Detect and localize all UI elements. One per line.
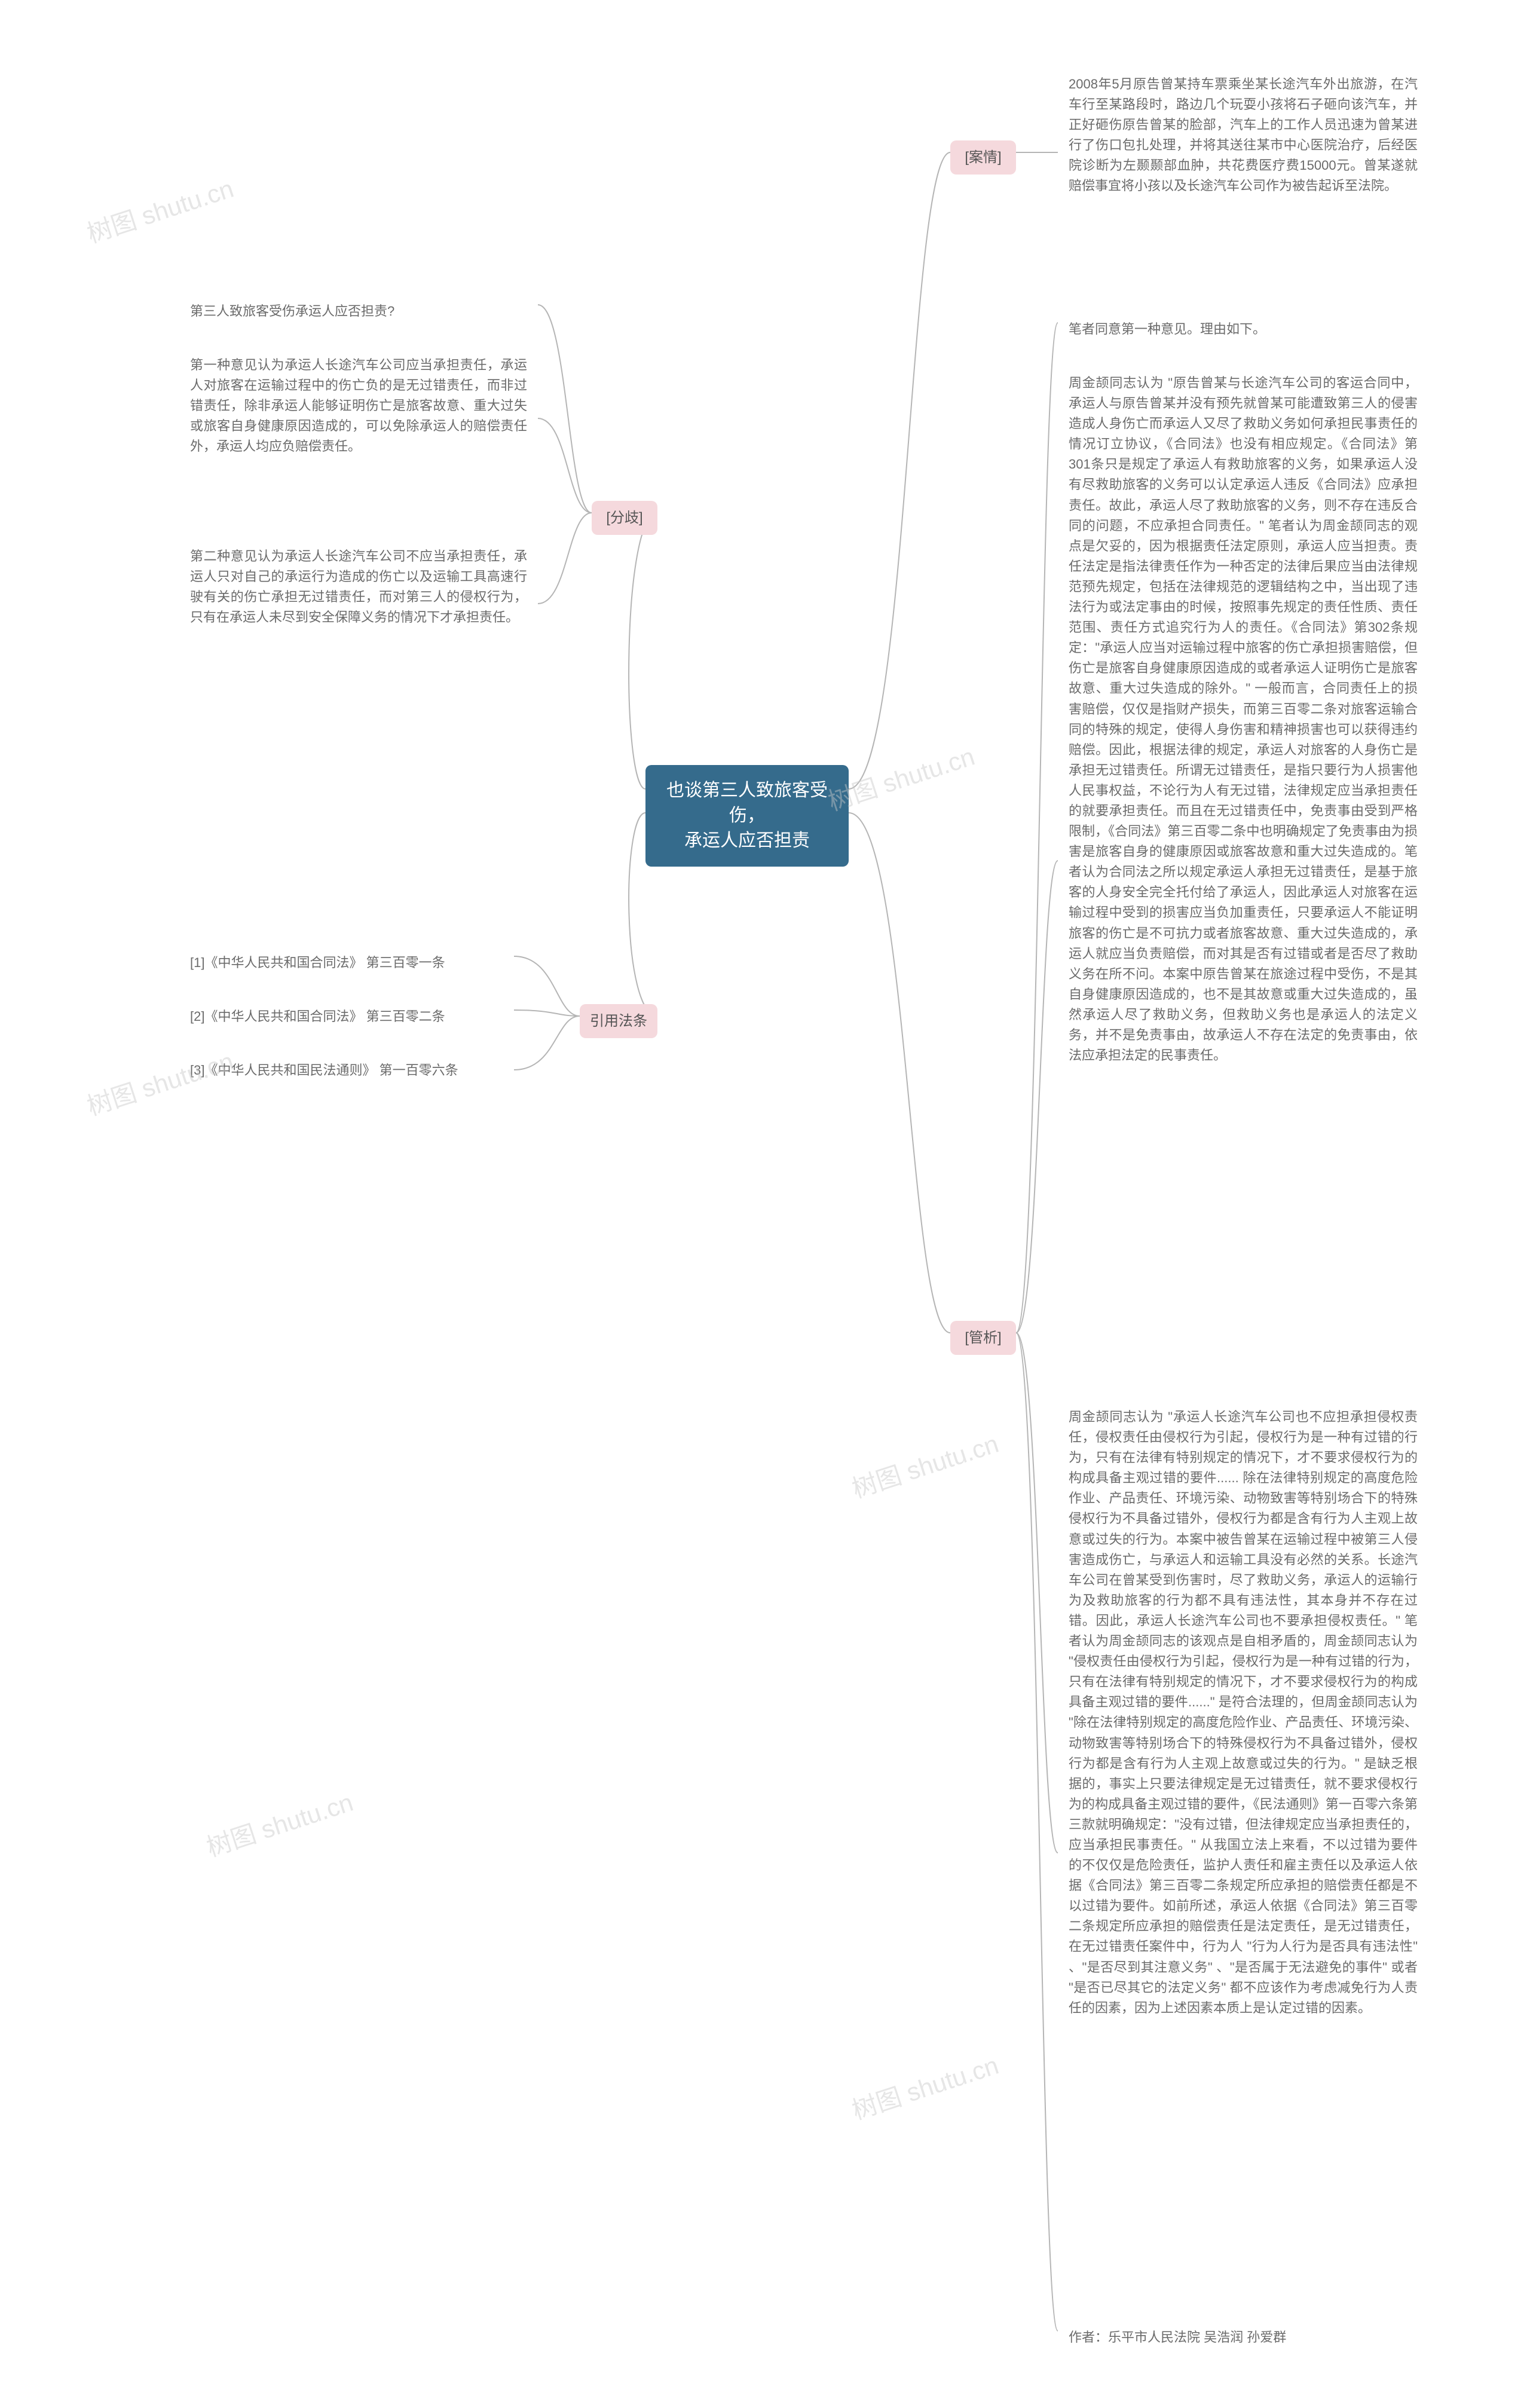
branch-fenqi: [分歧] — [592, 501, 657, 535]
leaf-fenqi-2: 第二种意见认为承运人长途汽车公司不应当承担责任，承运人只对自己的承运行为造成的伤… — [179, 538, 538, 636]
root-node: 也谈第三人致旅客受伤，承运人应否担责 — [645, 765, 849, 867]
watermark: 树图 shutu.cn — [847, 1424, 1003, 1506]
leaf-fenqi-1: 第一种意见认为承运人长途汽车公司应当承担责任，承运人对旅客在运输过程中的伤亡负的… — [179, 347, 538, 465]
watermark: 树图 shutu.cn — [82, 169, 238, 250]
leaf-cite-1: [1]《中华人民共和国合同法》 第三百零一条 — [179, 944, 514, 981]
leaf-fenqi-q: 第三人致旅客受伤承运人应否担责? — [179, 293, 502, 330]
leaf-guanxi-author: 作者：乐平市人民法院 吴浩润 孙爱群 — [1058, 2319, 1428, 2356]
watermark: 树图 shutu.cn — [847, 2045, 1003, 2127]
branch-guanxi: [管析] — [950, 1321, 1016, 1355]
leaf-guanxi-p2: 周金颉同志认为 "承运人长途汽车公司也不应担承担侵权责任，侵权责任由侵权行为引起… — [1058, 1399, 1428, 2027]
leaf-cite-3: [3]《中华人民共和国民法通则》 第一百零六条 — [179, 1052, 514, 1089]
watermark: 树图 shutu.cn — [201, 1782, 357, 1864]
leaf-cite-2: [2]《中华人民共和国合同法》 第三百零二条 — [179, 998, 514, 1035]
leaf-guanxi-p1: 周金颉同志认为 "原告曾某与长途汽车公司的客运合同中，承运人与原告曾某并没有预先… — [1058, 365, 1428, 1074]
branch-case: [案情] — [950, 140, 1016, 175]
branch-cite: 引用法条 — [580, 1004, 657, 1038]
leaf-case-body: 2008年5月原告曾某持车票乘坐某长途汽车外出旅游，在汽车行至某路段时，路边几个… — [1058, 66, 1428, 205]
leaf-guanxi-intro: 笔者同意第一种意见。理由如下。 — [1058, 311, 1428, 348]
mindmap-canvas: 也谈第三人致旅客受伤，承运人应否担责 [案情] [分歧] 引用法条 [管析] 2… — [0, 0, 1530, 2408]
